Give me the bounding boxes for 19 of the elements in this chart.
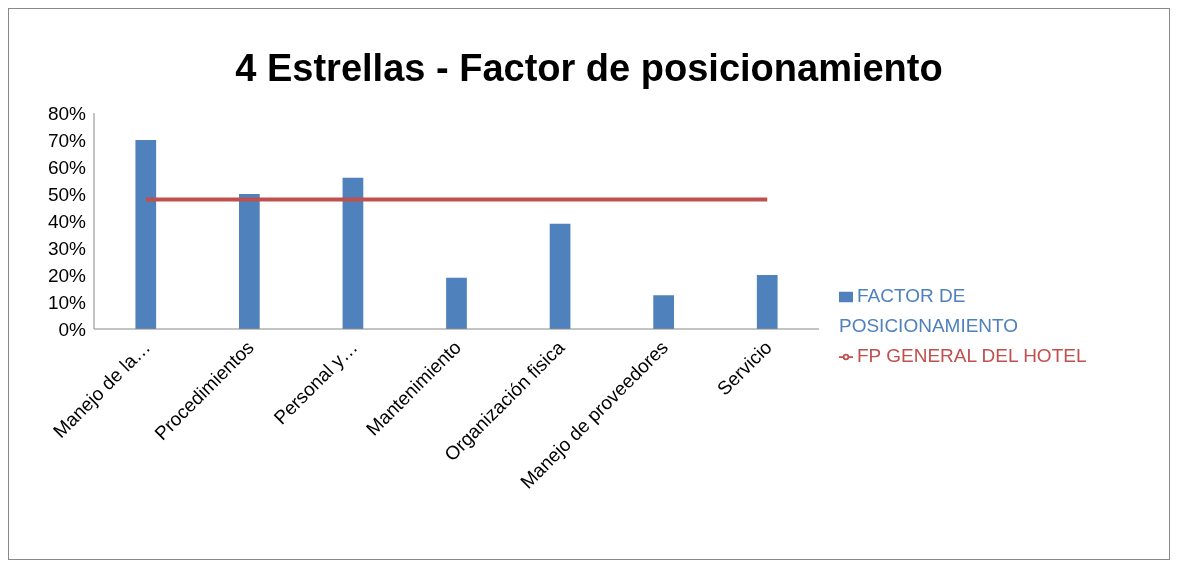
y-tick-label: 70% — [47, 129, 87, 151]
y-tick-label: 10% — [47, 291, 87, 313]
bar — [653, 295, 674, 329]
bar — [239, 194, 260, 329]
bar — [135, 140, 157, 329]
y-tick-label: 50% — [47, 183, 87, 205]
y-tick-label: 60% — [47, 156, 87, 178]
legend-label: FP GENERAL DEL HOTEL — [857, 345, 1087, 366]
chart-title: 4 Estrellas - Factor de posicionamiento — [234, 47, 944, 91]
bar — [446, 277, 467, 329]
legend-label: FACTOR DE POSICIONAMIENTO — [839, 285, 1019, 336]
y-tick-label: 30% — [47, 237, 87, 259]
bar — [756, 275, 778, 329]
bar — [549, 223, 571, 329]
bar — [342, 177, 364, 329]
y-tick-label: 0% — [58, 318, 87, 340]
y-tick-label: 40% — [47, 210, 87, 232]
y-tick-label: 80% — [47, 102, 87, 124]
y-tick-label: 20% — [47, 264, 87, 286]
